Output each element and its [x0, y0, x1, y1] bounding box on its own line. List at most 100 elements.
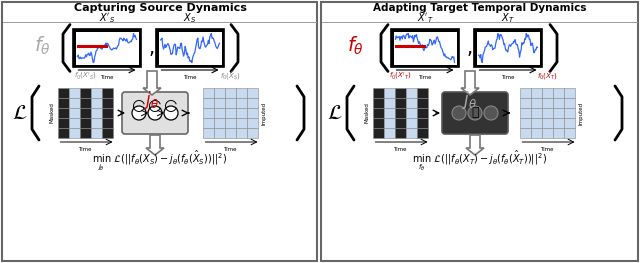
Bar — [383, 98, 394, 108]
Circle shape — [452, 106, 466, 120]
Bar — [474, 29, 542, 67]
Bar — [236, 98, 246, 108]
Bar — [225, 88, 236, 98]
Bar — [520, 88, 531, 98]
Bar — [520, 98, 531, 108]
Bar — [531, 98, 541, 108]
Bar — [58, 98, 68, 108]
Bar — [79, 98, 90, 108]
Bar — [372, 98, 383, 108]
Bar — [68, 118, 79, 128]
Bar — [79, 108, 90, 118]
Bar — [246, 98, 257, 108]
Bar — [383, 118, 394, 128]
Text: Imputed: Imputed — [579, 102, 584, 125]
Bar — [58, 128, 68, 138]
Text: $X_T$: $X_T$ — [501, 11, 515, 25]
Polygon shape — [461, 71, 479, 95]
Bar — [417, 128, 428, 138]
Text: Time: Time — [223, 147, 237, 152]
Bar — [541, 98, 552, 108]
Bar — [563, 88, 575, 98]
Bar — [372, 128, 383, 138]
Circle shape — [132, 106, 146, 120]
Bar — [68, 98, 79, 108]
Text: $j_\theta$: $j_\theta$ — [462, 89, 477, 111]
Bar — [246, 108, 257, 118]
Bar — [90, 88, 102, 98]
Text: $f_\theta$: $f_\theta$ — [33, 35, 51, 57]
Bar — [246, 128, 257, 138]
Bar — [406, 88, 417, 98]
Bar — [394, 32, 456, 64]
Text: $\min_{f_\theta}\ \mathcal{L}(||\boldsymbol{f_\theta}(X_T) - j_\theta(\boldsymbo: $\min_{f_\theta}\ \mathcal{L}(||\boldsym… — [412, 149, 548, 174]
Bar — [417, 98, 428, 108]
Bar — [417, 88, 428, 98]
Text: $f_0(X'_T)$: $f_0(X'_T)$ — [388, 70, 412, 82]
Bar — [225, 108, 236, 118]
Bar — [202, 88, 214, 98]
Text: $f_0(X'_S)$: $f_0(X'_S)$ — [74, 70, 97, 82]
Bar — [383, 88, 394, 98]
Text: Time: Time — [100, 75, 114, 80]
Bar — [202, 108, 214, 118]
Circle shape — [148, 106, 162, 120]
Bar — [68, 128, 79, 138]
Text: Time: Time — [393, 147, 407, 152]
Bar — [246, 88, 257, 98]
Bar — [383, 108, 394, 118]
Polygon shape — [143, 71, 161, 95]
Text: Imputed: Imputed — [262, 102, 266, 125]
Text: ,: , — [467, 38, 473, 58]
Bar — [552, 118, 563, 128]
Bar — [563, 118, 575, 128]
Polygon shape — [466, 135, 484, 155]
Text: Adapting Target Temporal Dynamics: Adapting Target Temporal Dynamics — [373, 3, 587, 13]
Bar — [214, 118, 225, 128]
Bar — [214, 88, 225, 98]
Bar — [68, 88, 79, 98]
Bar — [236, 88, 246, 98]
Bar — [372, 108, 383, 118]
Bar — [102, 108, 113, 118]
Circle shape — [164, 106, 178, 120]
Bar — [406, 108, 417, 118]
Bar — [552, 98, 563, 108]
Circle shape — [484, 106, 498, 120]
Text: $X_S$: $X_S$ — [184, 11, 196, 25]
Bar — [225, 98, 236, 108]
Bar — [90, 118, 102, 128]
FancyBboxPatch shape — [122, 92, 188, 134]
Bar — [90, 128, 102, 138]
Bar — [225, 128, 236, 138]
Bar — [520, 118, 531, 128]
Bar — [520, 108, 531, 118]
Bar — [394, 88, 406, 98]
Text: Time: Time — [540, 147, 554, 152]
Text: $X'_T$: $X'_T$ — [417, 11, 433, 25]
Bar — [58, 88, 68, 98]
Polygon shape — [146, 135, 164, 155]
Bar — [541, 128, 552, 138]
Text: $\mathcal{L}$: $\mathcal{L}$ — [327, 103, 343, 123]
Bar — [102, 98, 113, 108]
Bar — [156, 29, 224, 67]
Bar — [520, 128, 531, 138]
Bar — [76, 32, 138, 64]
Bar — [2, 2, 317, 261]
Bar — [246, 118, 257, 128]
Bar — [372, 118, 383, 128]
Bar — [202, 118, 214, 128]
Bar — [394, 98, 406, 108]
Bar — [102, 128, 113, 138]
Bar — [531, 128, 541, 138]
Bar — [541, 108, 552, 118]
Bar — [531, 118, 541, 128]
Text: Time: Time — [183, 75, 196, 80]
Bar — [563, 108, 575, 118]
Bar — [214, 98, 225, 108]
Bar — [79, 88, 90, 98]
Bar — [552, 88, 563, 98]
Text: Masked: Masked — [49, 103, 54, 123]
Text: $\mathcal{L}$: $\mathcal{L}$ — [12, 103, 28, 123]
